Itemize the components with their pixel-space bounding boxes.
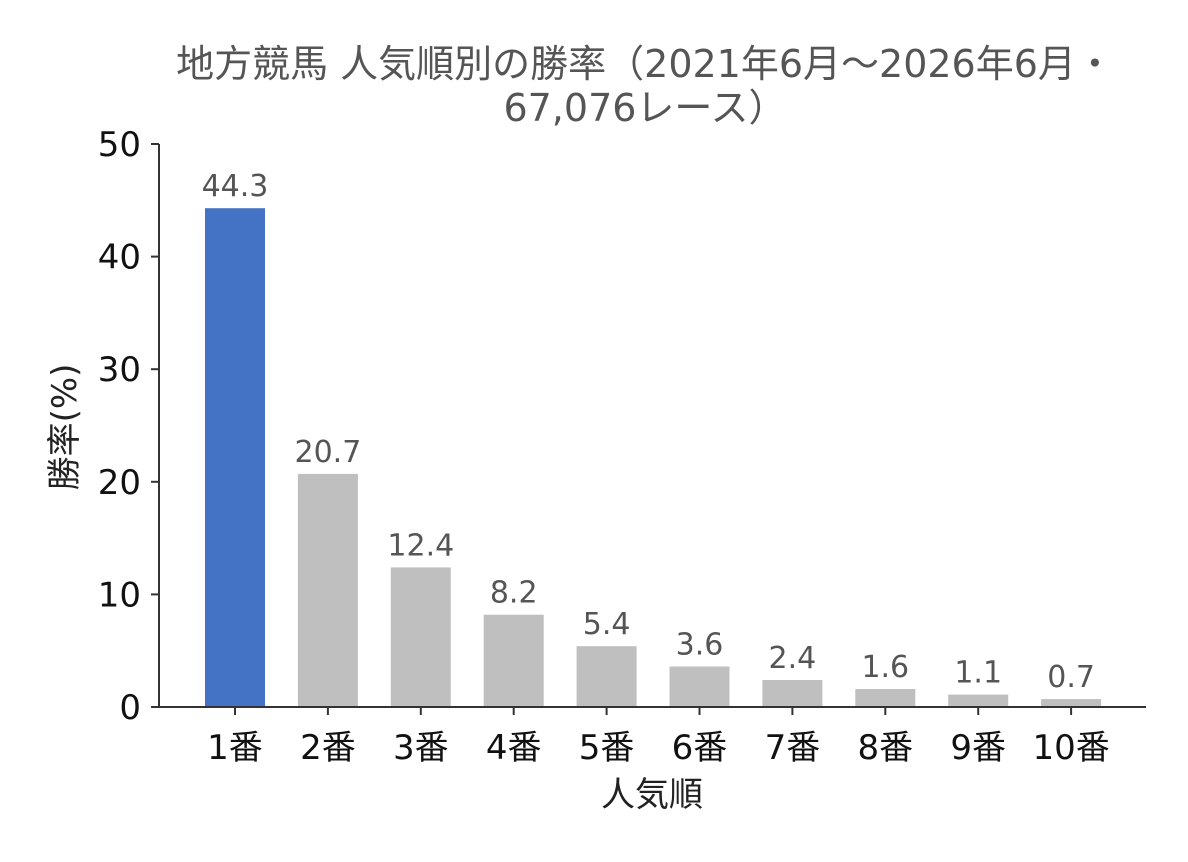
- bar: [297, 473, 358, 707]
- bar: [576, 646, 637, 707]
- bar: [483, 614, 544, 707]
- x-tick-label: 10番: [1032, 728, 1109, 768]
- bars-layer: [205, 208, 1102, 707]
- x-tick-label: 5番: [579, 728, 635, 768]
- y-tick-label: 40: [98, 238, 141, 278]
- x-tick-label: 9番: [950, 728, 1006, 768]
- y-tick-label: 50: [98, 125, 141, 165]
- y-axis: 0 10 20 30 40 50: [98, 125, 159, 728]
- x-tick-label: 3番: [393, 728, 449, 768]
- data-label: 20.7: [295, 435, 362, 470]
- data-labels-layer: 44.3 20.7 12.4 8.2 5.4 3.6 2.4 1.6 1.1 0.7: [202, 169, 1095, 695]
- bar: [1041, 699, 1102, 707]
- x-tick-label: 7番: [765, 728, 821, 768]
- chart-title-line-1: 地方競馬 人気順別の勝率（2021年6月〜2026年6月・: [176, 42, 1114, 86]
- x-tick-label: 6番: [672, 728, 728, 768]
- data-label: 3.6: [676, 628, 724, 663]
- data-label: 8.2: [490, 576, 538, 611]
- y-axis-label: 勝率(%): [45, 364, 85, 491]
- chart-title: 地方競馬 人気順別の勝率（2021年6月〜2026年6月・ 67,076レース）: [176, 42, 1114, 130]
- x-tick-label: 2番: [300, 728, 356, 768]
- data-label: 5.4: [583, 607, 631, 642]
- y-tick-label: 10: [98, 575, 141, 615]
- bar: [855, 689, 916, 707]
- x-tick-label: 4番: [486, 728, 542, 768]
- x-axis: 1番 2番 3番 4番 5番 6番 7番 8番 9番 10番: [207, 707, 1110, 768]
- x-tick-label: 8番: [857, 728, 913, 768]
- y-tick-label: 0: [119, 688, 141, 728]
- bar: [390, 567, 451, 707]
- chart-title-line-2: 67,076レース）: [503, 86, 786, 130]
- data-label: 1.1: [954, 656, 1002, 691]
- bar: [669, 666, 730, 707]
- x-tick-label: 1番: [207, 728, 263, 768]
- data-label: 2.4: [769, 641, 817, 676]
- data-label: 12.4: [387, 528, 454, 563]
- data-label: 44.3: [202, 169, 269, 204]
- data-label: 0.7: [1047, 660, 1095, 695]
- y-tick-label: 20: [98, 463, 141, 503]
- bar: [205, 208, 265, 707]
- data-label: 1.6: [861, 650, 909, 685]
- y-tick-label: 30: [98, 350, 141, 390]
- bar: [948, 694, 1009, 707]
- x-axis-label: 人気順: [601, 775, 703, 815]
- bar: [762, 680, 823, 707]
